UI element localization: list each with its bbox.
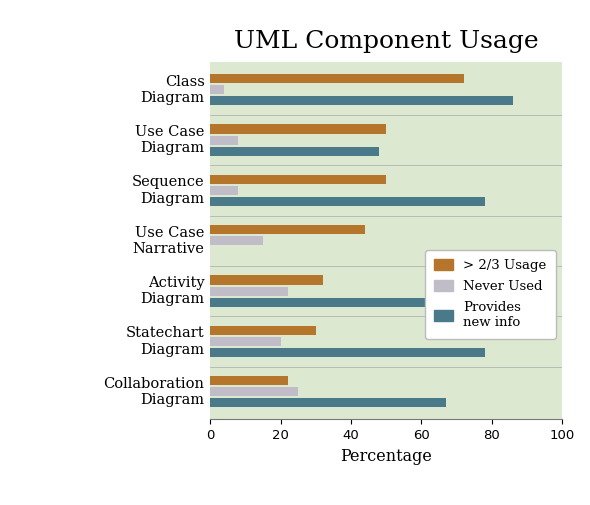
- Bar: [210, 326, 316, 335]
- Bar: [210, 376, 287, 385]
- Legend: > 2/3 Usage, Never Used, Provides
new info: > 2/3 Usage, Never Used, Provides new in…: [425, 250, 556, 338]
- Bar: [210, 85, 224, 94]
- Bar: [210, 286, 287, 295]
- Title: UML Component Usage: UML Component Usage: [234, 30, 539, 53]
- Bar: [210, 276, 323, 284]
- Bar: [210, 74, 464, 83]
- Bar: [210, 348, 485, 357]
- Bar: [210, 197, 485, 206]
- Bar: [210, 297, 432, 307]
- Bar: [210, 186, 238, 195]
- X-axis label: Percentage: Percentage: [340, 448, 432, 465]
- Bar: [210, 146, 379, 156]
- Bar: [210, 96, 513, 106]
- Bar: [210, 124, 386, 133]
- Bar: [210, 135, 238, 144]
- Bar: [210, 236, 263, 245]
- Bar: [210, 337, 280, 346]
- Bar: [210, 387, 298, 396]
- Bar: [210, 398, 446, 408]
- Bar: [210, 225, 365, 234]
- Bar: [210, 175, 386, 184]
